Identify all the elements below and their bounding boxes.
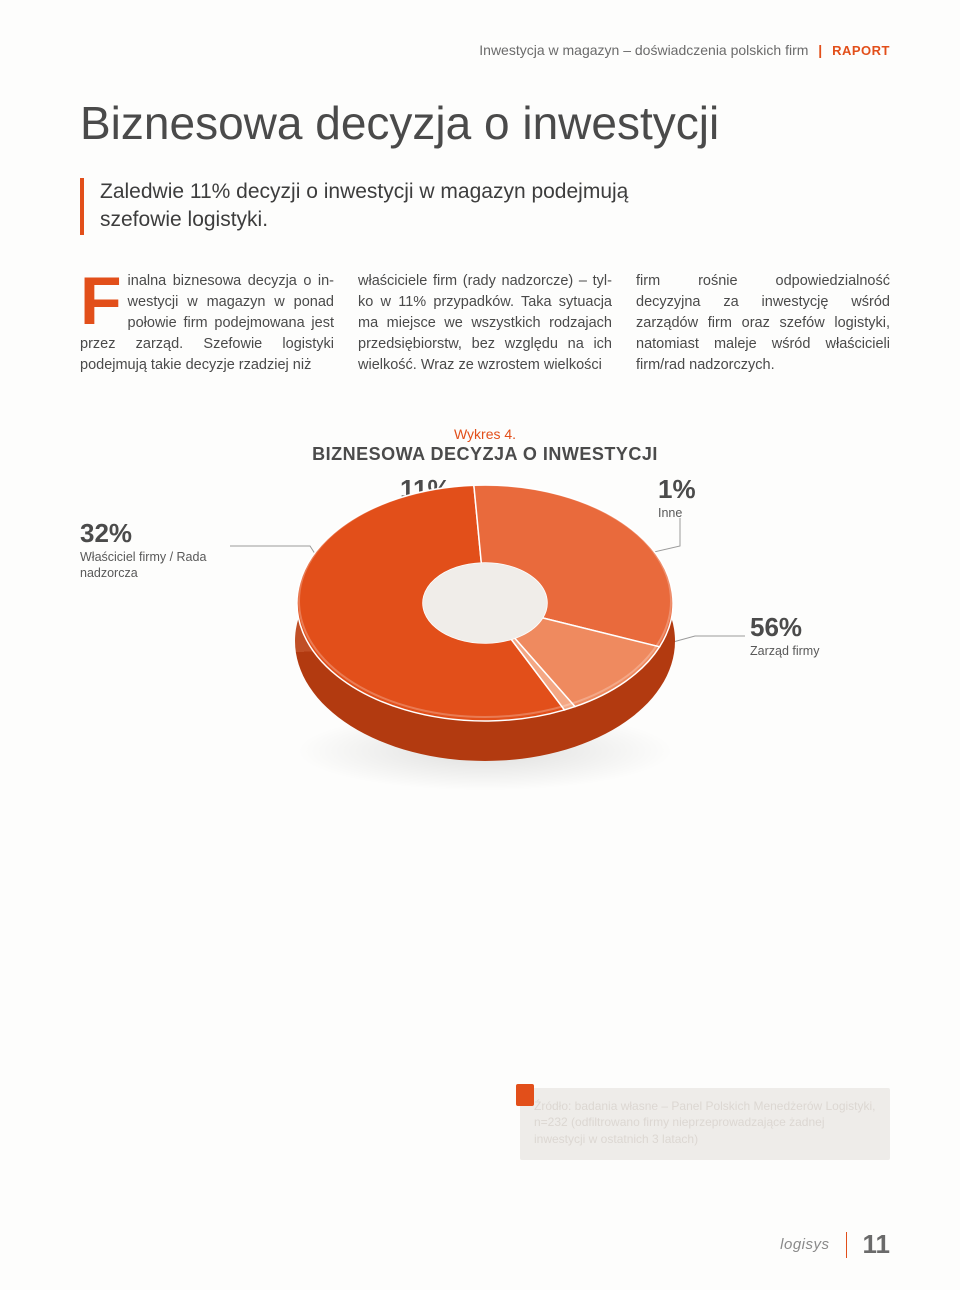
source-box: Źródło: badania własne – Panel Polskich … xyxy=(520,1088,890,1160)
page-footer: logisys 11 xyxy=(780,1229,890,1260)
body-col-2: właściciele firm (rady nadzorcze) – tyl­… xyxy=(358,271,612,376)
body-col-3: firm rośnie odpowiedzialność decyzyjna z… xyxy=(636,271,890,376)
separator: | xyxy=(818,42,822,58)
body-columns: F inalna biznesowa decyzja o in­westycji… xyxy=(80,271,890,376)
pie-surface xyxy=(295,483,675,723)
running-title: Inwestycja w magazyn – doświadczenia pol… xyxy=(479,42,808,58)
dropcap: F xyxy=(80,271,128,328)
callout-quote: Zaledwie 11% decyzji o inwestycji w maga… xyxy=(80,178,660,235)
footer-divider xyxy=(846,1232,847,1258)
body-col-1: F inalna biznesowa decyzja o in­westycji… xyxy=(80,271,334,376)
page-number: 11 xyxy=(863,1229,891,1260)
source-text: Źródło: badania własne – Panel Polskich … xyxy=(534,1099,876,1147)
source-tab xyxy=(516,1084,534,1106)
footer-brand: logisys xyxy=(780,1236,829,1253)
running-header: Inwestycja w magazyn – doświadczenia pol… xyxy=(80,42,890,58)
page-title: Biznesowa decyzja o inwestycji xyxy=(80,96,890,150)
chart-container: Wykres 4. BIZNESOWA DECYZJA O INWESTYCJI… xyxy=(80,426,890,896)
report-tag: RAPORT xyxy=(832,43,890,58)
